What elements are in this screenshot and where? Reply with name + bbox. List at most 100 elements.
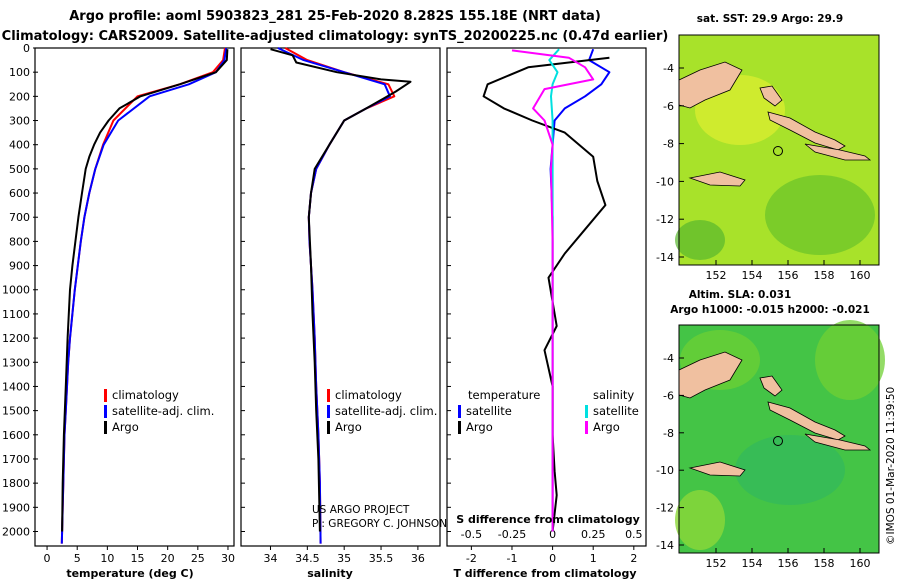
legend-argo-label: Argo	[112, 420, 139, 434]
lon-tick-label: 158	[814, 557, 835, 570]
x-tick-label: 34.5	[295, 552, 320, 565]
depth-tick-label: 1100	[2, 308, 30, 321]
png-islands-land	[688, 461, 746, 477]
x-tick-label: 15	[131, 552, 145, 565]
legend-satellite-label: satellite-adj. clim.	[335, 404, 437, 418]
lon-tick-label: 156	[778, 557, 799, 570]
legend-argo-label: Argo	[335, 420, 362, 434]
depth-tick-label: 2000	[2, 525, 30, 538]
lon-tick-label: 154	[742, 557, 763, 570]
legend-t-satellite-label: satellite	[466, 404, 512, 418]
legend-climatology-swatch	[104, 389, 107, 402]
argo-float-marker	[773, 436, 783, 446]
depth-tick-label: 700	[9, 211, 30, 224]
sst-cool-patch	[765, 175, 875, 255]
map-axes: -4 -6 -8 -10 -12 -14 152 154 156 158 160 -4 -6 -8 -10 -…	[656, 62, 870, 570]
depth-tick-label: 600	[9, 187, 30, 200]
x-tick-label: 0	[549, 552, 556, 565]
t-difference-axis-label: T difference from climatology	[453, 567, 636, 580]
legend-temperature-heading: temperature	[468, 388, 540, 402]
x-tick-label: 20	[161, 552, 175, 565]
x-tick-label: 1	[590, 552, 597, 565]
sla-low-patch	[735, 435, 845, 505]
lon-tick-label: 156	[778, 269, 799, 282]
legend-s-satellite-swatch	[585, 405, 588, 418]
difference-panel-frame	[446, 47, 647, 547]
title-line-2: Climatology: CARS2009. Satellite-adjuste…	[2, 29, 669, 44]
lat-tick-label: -8	[663, 138, 674, 151]
series-line-argo	[270, 48, 412, 532]
depth-tick-label: 100	[9, 66, 30, 79]
imos-watermark: ©IMOS 01-Mar-2020 11:39:50	[885, 387, 897, 545]
x-tick-label: 2	[630, 552, 637, 565]
legend-salinity-heading: salinity	[593, 388, 634, 402]
lat-tick-label: -4	[663, 62, 674, 75]
depth-tick-label: 900	[9, 260, 30, 273]
argo-float-marker	[773, 146, 783, 156]
sla-map	[675, 320, 885, 553]
x-tick-label: -2	[466, 552, 477, 565]
temperature-legend: climatology satellite-adj. clim. Argo	[104, 388, 214, 434]
lon-tick-label: 158	[814, 269, 835, 282]
lat-tick-label: -14	[656, 539, 674, 552]
depth-tick-label: 0	[23, 42, 30, 55]
legend-satellite-swatch	[327, 405, 330, 418]
new-guinea-land	[678, 351, 743, 399]
depth-tick-label: 1000	[2, 284, 30, 297]
temperature-panel-frame	[34, 47, 235, 547]
lat-tick-label: -14	[656, 251, 674, 264]
legend-s-argo-label: Argo	[593, 420, 620, 434]
depth-tick-label: 1500	[2, 405, 30, 418]
legend-t-argo-label: Argo	[466, 420, 493, 434]
x-tick-label: 25	[191, 552, 205, 565]
depth-tick-label: 1700	[2, 453, 30, 466]
lon-tick-label: 160	[850, 557, 871, 570]
depth-tick-label: 400	[9, 139, 30, 152]
depth-tick-label: 1800	[2, 477, 30, 490]
lon-tick-label: 154	[742, 269, 763, 282]
temperature-axis-label: temperature (deg C)	[66, 567, 193, 580]
series-line-satellite-adj-clim-	[277, 47, 391, 544]
depth-tick-label: 500	[9, 163, 30, 176]
island-land	[759, 85, 783, 107]
legend-climatology-swatch	[327, 389, 330, 402]
x-tick-label: 30	[221, 552, 235, 565]
sla-map-frame	[678, 324, 880, 554]
s-difference-axis-label: S difference from climatology	[456, 513, 640, 526]
salinity-axis: 34 34.5 35 35.5 36	[241, 47, 425, 565]
depth-tick-label: 300	[9, 115, 30, 128]
legend-climatology-label: climatology	[335, 388, 402, 402]
sla-map-title-1: Altim. SLA: 0.031	[689, 289, 792, 301]
sst-map-frame	[678, 34, 880, 266]
series-line-climatology	[284, 47, 396, 544]
solomon-islands-land	[767, 111, 846, 151]
series-line-s-argo	[511, 49, 595, 532]
lat-tick-label: -8	[663, 427, 674, 440]
legend-s-satellite-label: satellite	[593, 404, 639, 418]
lon-tick-label: 152	[706, 269, 727, 282]
x-tick-label: 34	[263, 552, 277, 565]
x-tick-label: 35	[337, 552, 351, 565]
lat-tick-label: -10	[656, 175, 674, 188]
depth-tick-label: 800	[9, 235, 30, 248]
depth-tick-label: 1900	[2, 501, 30, 514]
top-tick-label: 0	[549, 528, 556, 541]
x-tick-label: -1	[506, 552, 517, 565]
legend-satellite-swatch	[104, 405, 107, 418]
temperature-axis: 0 5 10 15 20 25 30	[44, 546, 235, 565]
lat-tick-label: -6	[663, 100, 674, 113]
title-line-1: Argo profile: aoml 5903823_281 25-Feb-20…	[69, 9, 601, 24]
series-line-argo	[61, 49, 229, 532]
depth-axis: 0 100 200 300 400 500 600 700 800 900 1000 1100 1200…	[2, 42, 38, 538]
legend-climatology-label: climatology	[112, 388, 179, 402]
sst-map	[675, 35, 879, 265]
legend-argo-swatch	[104, 421, 107, 434]
x-tick-label: 36	[411, 552, 425, 565]
depth-tick-label: 1400	[2, 380, 30, 393]
depth-tick-label: 200	[9, 90, 30, 103]
difference-axis: -2 -1 0 1 2 -0.5 -0.25 0 0.25 0.5	[447, 47, 643, 565]
top-tick-label: 0.5	[625, 528, 643, 541]
lon-tick-label: 160	[850, 269, 871, 282]
top-tick-label: -0.5	[461, 528, 482, 541]
